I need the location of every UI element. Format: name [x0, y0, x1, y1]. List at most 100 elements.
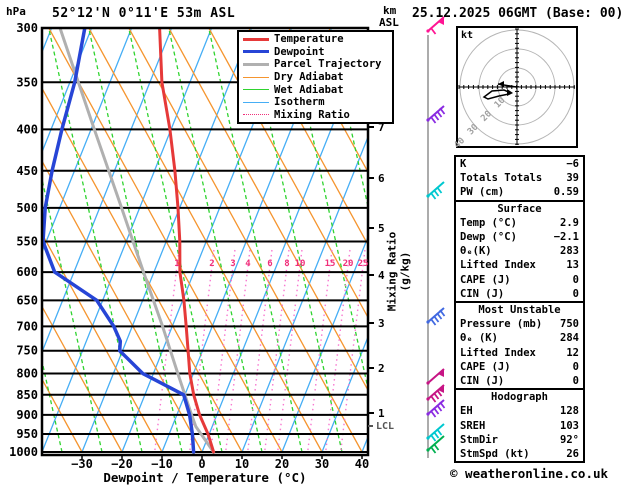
table-row-value: 0: [572, 273, 579, 286]
pressure-tick-label: 900: [16, 408, 38, 422]
barb-tick: [430, 395, 437, 403]
pressure-axis-unit: hPa: [6, 5, 26, 18]
wind-barb: [426, 435, 445, 454]
mixing-ratio-axis-title: Mixing Ratio (g/kg): [385, 231, 412, 312]
wind-barb: [426, 181, 445, 200]
table-row: PW (cm) 0.59: [456, 185, 583, 199]
table-row: Pressure (mb) 750: [456, 317, 583, 331]
wet-adiabat-line: [48, 28, 143, 453]
wet-adiabat-line: [42, 358, 63, 453]
barb-pennant: [438, 369, 444, 377]
barb-base-dot: [426, 118, 430, 122]
barb-tick: [433, 315, 440, 323]
pressure-tick-label: 800: [16, 366, 38, 380]
barb-tick: [433, 113, 440, 121]
legend-item-label: Mixing Ratio: [274, 108, 350, 121]
wind-barb: [426, 399, 446, 418]
wet-adiabat-line: [288, 28, 368, 392]
wind-barb: [426, 384, 445, 403]
km-tick-label: 7: [378, 121, 385, 134]
x-tick-label: −20: [111, 457, 133, 471]
km-tick-label: 5: [378, 222, 385, 235]
km-tick-label: 6: [378, 172, 385, 185]
pressure-tick-label: 400: [16, 122, 38, 136]
wet-adiabat-line: [42, 176, 103, 453]
wind-barb: [426, 307, 446, 326]
table-row-value: 13: [566, 259, 579, 272]
barb-tick: [436, 428, 443, 436]
pressure-tick-label: 700: [16, 319, 38, 333]
mixing-ratio-value-label: 25: [358, 259, 369, 269]
station-title: 52°12'N 0°11'E 53m ASL: [52, 6, 236, 21]
table-row-label: Pressure (mb): [460, 318, 543, 331]
legend-line-sample: [243, 101, 269, 103]
dry-adiabat-line: [88, 28, 323, 453]
barb-base-dot: [426, 29, 430, 33]
table-row-value: 0.59: [553, 186, 579, 199]
copyright-footer: © weatheronline.co.uk: [450, 466, 609, 481]
barb-base-dot: [426, 381, 430, 385]
barb-pennant: [438, 17, 444, 25]
legend-item-label: Isotherm: [274, 96, 325, 109]
hodograph-unit-label: kt: [461, 30, 474, 41]
sounding-curves: [42, 28, 216, 454]
table-section-most_unstable: Most Unstable Pressure (mb) 750 θₑ (K) 284 Li…: [456, 301, 583, 388]
table-row-value: 0: [572, 360, 579, 373]
mixing-ratio-value-label: 6: [267, 259, 272, 269]
dry-adiabat-line: [168, 28, 368, 392]
plot-frame: [40, 26, 370, 457]
table-row-value: 26: [566, 448, 579, 461]
pressure-tick-label: 950: [16, 427, 38, 441]
mixing-ratio-value-label: 10: [295, 259, 306, 269]
isotherm-line: [42, 28, 93, 154]
table-section-title: Most Unstable: [478, 304, 561, 317]
table-row-label: Lifted Index: [460, 259, 536, 272]
table-row-label: CIN (J): [460, 375, 505, 388]
km-tick-label: 3: [378, 317, 385, 330]
pressure-tick-label: 350: [16, 75, 38, 89]
barb-tick: [430, 116, 437, 124]
wet-adiabat-line: [128, 28, 223, 453]
barb-tick: [433, 189, 440, 197]
pressure-tick-label: 850: [16, 388, 38, 402]
valid-date-title: 25.12.2025 06GMT (Base: 00): [412, 6, 624, 21]
table-row-value: 128: [560, 405, 579, 418]
mixing-ratio-value-label: 20: [343, 259, 354, 269]
table-row: K −6: [456, 157, 583, 171]
hodograph-arrowhead: [498, 81, 504, 87]
table-row: θₑ (K) 284: [456, 331, 583, 345]
wet-adiabat-line: [88, 28, 183, 453]
table-row-value: 283: [560, 245, 579, 258]
legend-item: Temperature: [241, 33, 390, 46]
table-row-label: CIN (J): [460, 287, 505, 300]
isotherm-line: [42, 28, 173, 354]
barb-base-dot: [426, 397, 430, 401]
table-row-label: Totals Totals: [460, 172, 543, 185]
x-tick-label: 10: [235, 457, 249, 471]
barb-tick: [436, 312, 443, 320]
barb-tick: [430, 410, 437, 418]
x-tick-label: 0: [198, 457, 205, 471]
wind-barb: [426, 368, 445, 385]
pressure-tick-label: 650: [16, 293, 38, 307]
mixing-ratio-value-label: 8: [284, 259, 289, 269]
barb-base-dot: [426, 448, 430, 452]
pressure-tick-label: 750: [16, 344, 38, 358]
table-section-title: Surface: [497, 202, 542, 215]
table-row-value: −6: [566, 158, 579, 170]
x-axis-title: Dewpoint / Temperature (°C): [103, 470, 307, 485]
legend-item: Wet Adiabat: [241, 83, 390, 96]
table-row-value: 12: [566, 346, 579, 359]
table-row: Lifted Index 13: [456, 258, 583, 272]
legend-line-sample: [243, 76, 269, 78]
barb-base-dot: [426, 194, 430, 198]
legend-line-sample: [243, 62, 269, 66]
altitude-axis-unit-km: km: [383, 4, 397, 17]
barb-tick: [430, 446, 437, 454]
barb-tick: [439, 401, 446, 409]
x-tick-label: 30: [315, 457, 329, 471]
table-row: θₑ(K) 283: [456, 244, 583, 258]
wet-adiabat-line: [248, 28, 343, 453]
